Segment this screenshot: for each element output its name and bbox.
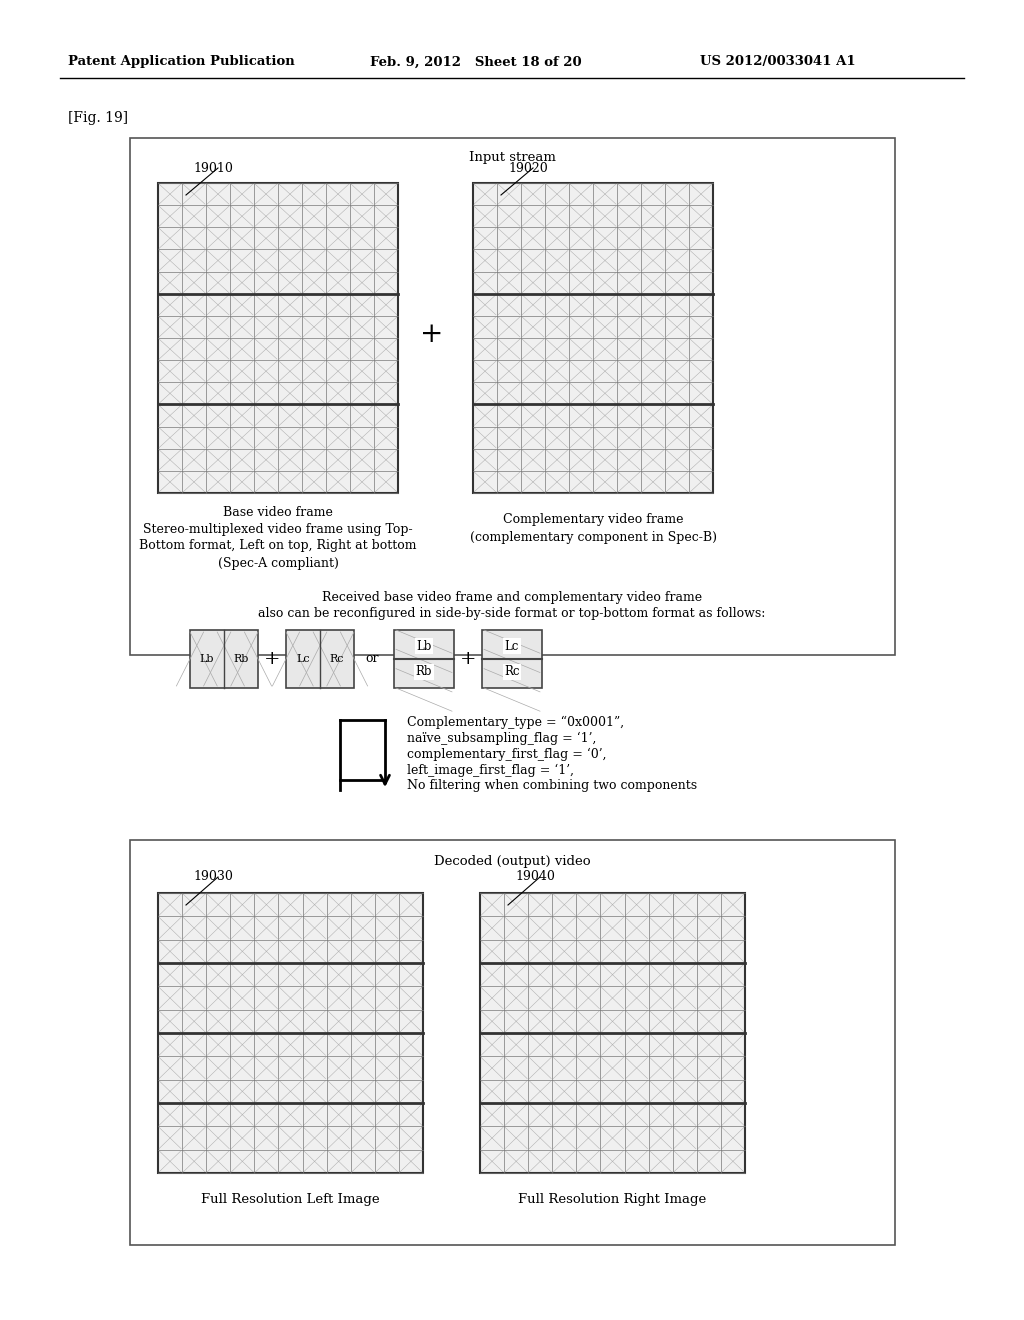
Bar <box>158 894 423 1173</box>
Text: Rc: Rc <box>330 653 344 664</box>
Bar <box>158 183 398 492</box>
Text: +: + <box>460 649 476 668</box>
Text: Full Resolution Right Image: Full Resolution Right Image <box>518 1193 707 1206</box>
Bar <box>473 183 713 492</box>
Text: US 2012/0033041 A1: US 2012/0033041 A1 <box>700 55 856 69</box>
Text: +: + <box>420 322 443 348</box>
Text: Received base video frame and complementary video frame: Received base video frame and complement… <box>322 591 702 605</box>
Bar <box>158 894 423 1173</box>
Text: +: + <box>264 649 281 668</box>
Text: naïve_subsampling_flag = ‘1’,: naïve_subsampling_flag = ‘1’, <box>407 731 596 744</box>
Text: left_image_first_flag = ‘1’,: left_image_first_flag = ‘1’, <box>407 763 574 776</box>
Text: Rb: Rb <box>233 653 249 664</box>
Text: Bottom format, Left on top, Right at bottom: Bottom format, Left on top, Right at bot… <box>139 540 417 553</box>
Text: Feb. 9, 2012   Sheet 18 of 20: Feb. 9, 2012 Sheet 18 of 20 <box>370 55 582 69</box>
Text: complementary_first_flag = ‘0’,: complementary_first_flag = ‘0’, <box>407 747 606 760</box>
Text: 19040: 19040 <box>515 870 555 883</box>
Text: Complementary_type = “0x0001”,: Complementary_type = “0x0001”, <box>407 715 624 729</box>
Text: Rc: Rc <box>504 665 520 678</box>
Bar <box>286 630 354 688</box>
Bar <box>394 630 454 688</box>
Bar <box>482 630 542 688</box>
Text: (Spec-A compliant): (Spec-A compliant) <box>217 557 339 569</box>
Text: Lc: Lc <box>296 653 310 664</box>
Bar <box>480 894 745 1173</box>
Text: Patent Application Publication: Patent Application Publication <box>68 55 295 69</box>
Text: (complementary component in Spec-B): (complementary component in Spec-B) <box>469 531 717 544</box>
Text: Lb: Lb <box>417 640 432 653</box>
Bar <box>158 183 398 492</box>
Text: also can be reconfigured in side-by-side format or top-bottom format as follows:: also can be reconfigured in side-by-side… <box>258 607 766 620</box>
Bar <box>190 630 258 688</box>
Text: Full Resolution Left Image: Full Resolution Left Image <box>201 1193 380 1206</box>
Bar <box>286 630 354 688</box>
Bar <box>130 139 895 655</box>
Bar <box>480 894 745 1173</box>
Bar <box>473 183 713 492</box>
Bar <box>130 840 895 1245</box>
Text: Lb: Lb <box>200 653 214 664</box>
Text: 19030: 19030 <box>193 870 232 883</box>
Text: No filtering when combining two components: No filtering when combining two componen… <box>407 780 697 792</box>
Text: Lc: Lc <box>505 640 519 653</box>
Text: 19020: 19020 <box>508 161 548 174</box>
Bar <box>394 630 454 688</box>
Text: Rb: Rb <box>416 665 432 678</box>
Bar <box>482 630 542 688</box>
Text: Stereo-multiplexed video frame using Top-: Stereo-multiplexed video frame using Top… <box>143 523 413 536</box>
Text: Complementary video frame: Complementary video frame <box>503 513 683 527</box>
Text: Input stream: Input stream <box>469 152 555 165</box>
Bar <box>190 630 258 688</box>
Text: Base video frame: Base video frame <box>223 506 333 519</box>
Text: [Fig. 19]: [Fig. 19] <box>68 111 128 125</box>
Text: or: or <box>366 652 379 665</box>
Text: Decoded (output) video: Decoded (output) video <box>434 855 590 869</box>
Text: 19010: 19010 <box>193 161 232 174</box>
